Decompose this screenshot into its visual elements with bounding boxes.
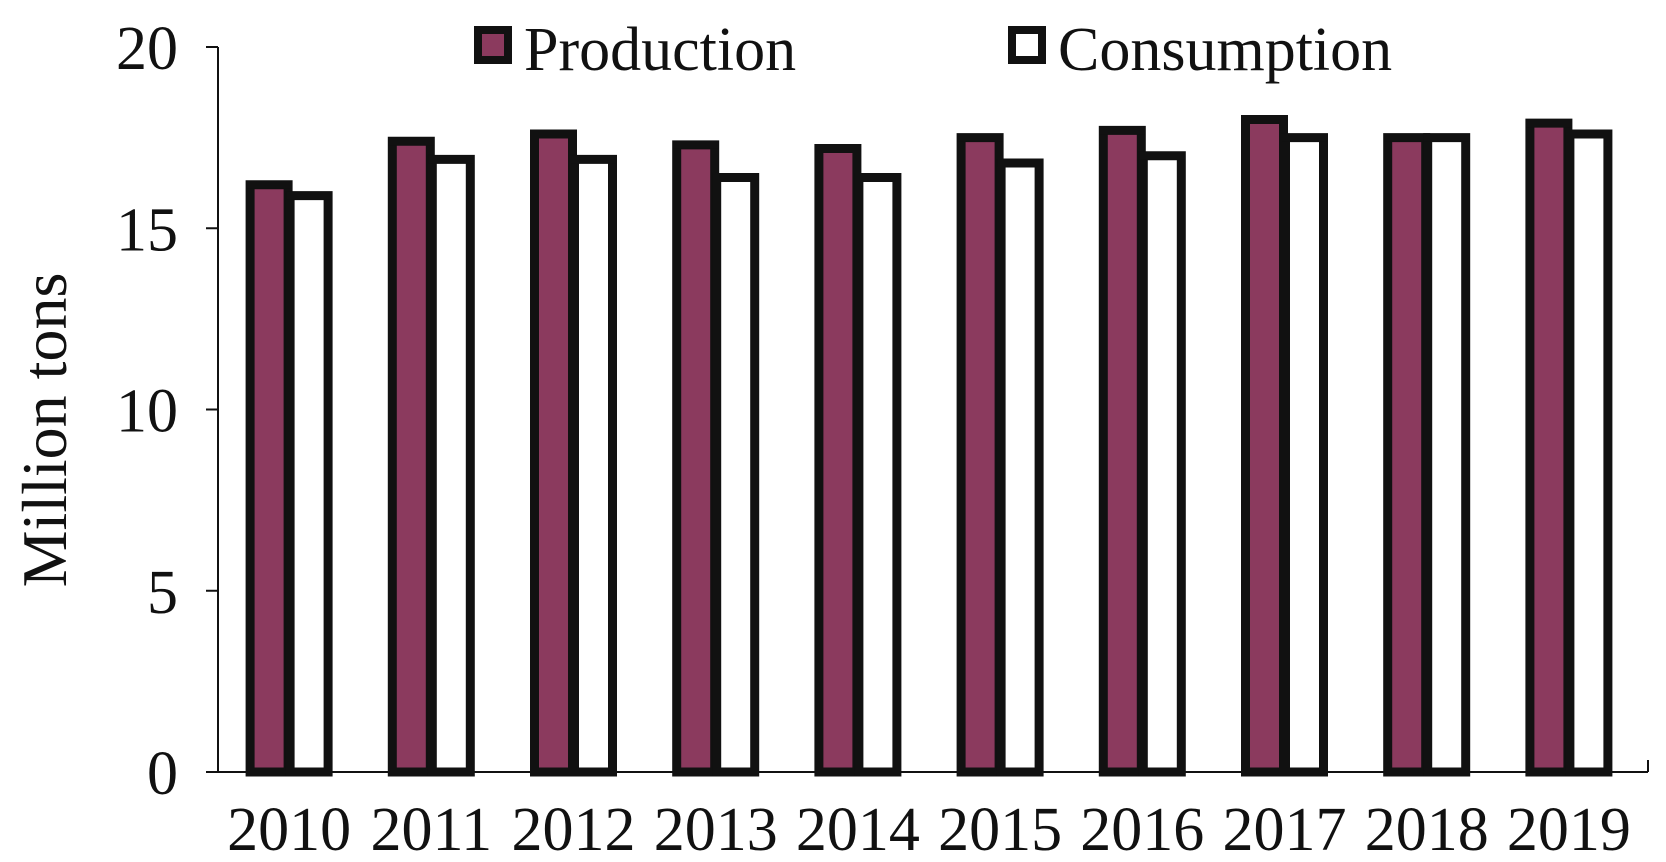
y-tick-label-5: 5 — [147, 559, 178, 627]
x-tick-label-2014: 2014 — [796, 796, 920, 862]
bar-production-2015 — [956, 133, 1004, 777]
bar-top-edge-consumption-2015 — [997, 159, 1044, 167]
y-tick-label-20: 20 — [116, 15, 178, 83]
bar-top-edge-consumption-2019 — [1565, 130, 1612, 138]
bar-top-edge-production-2011 — [388, 137, 435, 146]
bar-consumption-2012 — [570, 154, 617, 777]
bar-consumption-2013 — [712, 173, 760, 777]
bar-production-2014 — [814, 144, 862, 777]
bar-consumption-2015 — [996, 158, 1044, 777]
bar-consumption-2011 — [427, 154, 475, 777]
bar-top-edge-production-2013 — [672, 140, 719, 149]
legend-swatch-consumption — [1008, 26, 1046, 64]
bar-production-2018 — [1383, 133, 1431, 777]
bar-top-edge-production-2015 — [957, 133, 1004, 142]
bar-top-edge-consumption-2011 — [428, 155, 475, 164]
bar-production-2012 — [530, 129, 577, 777]
bar-top-edge-consumption-2014 — [854, 173, 901, 182]
bar-top-edge-production-2018 — [1383, 133, 1430, 142]
x-tick-label-2019: 2019 — [1507, 796, 1631, 862]
bar-consumption-2014 — [854, 173, 902, 777]
bar-consumption-2017 — [1281, 133, 1328, 777]
bar-top-edge-production-2017 — [1241, 115, 1288, 124]
bar-top-edge-consumption-2018 — [1423, 133, 1470, 142]
x-tick-label-2016: 2016 — [1080, 796, 1204, 862]
bar-top-edge-production-2019 — [1525, 119, 1572, 128]
bar-top-edge-consumption-2017 — [1281, 133, 1328, 142]
bar-top-edge-production-2016 — [1099, 126, 1146, 135]
bar-production-2016 — [1098, 125, 1146, 777]
y-tick-label-10: 10 — [116, 378, 178, 446]
x-tick-label-2011: 2011 — [370, 796, 492, 862]
bar-production-2017 — [1241, 115, 1288, 777]
legend-label-production: Production — [524, 16, 796, 84]
x-tick-label-2013: 2013 — [654, 796, 778, 862]
bar-top-edge-consumption-2010 — [286, 191, 333, 200]
x-tick-label-2010: 2010 — [227, 796, 351, 862]
bars-group — [245, 115, 1613, 777]
bar-consumption-2019 — [1565, 129, 1613, 777]
x-tick-label-2017: 2017 — [1223, 796, 1347, 862]
bar-top-edge-production-2012 — [530, 130, 577, 138]
bar-top-edge-consumption-2016 — [1139, 151, 1186, 160]
x-tick-label-2012: 2012 — [512, 796, 636, 862]
bar-production-2010 — [245, 180, 293, 777]
bar-consumption-2018 — [1423, 133, 1471, 777]
legend: Production Consumption — [474, 16, 1392, 84]
bar-production-2019 — [1525, 118, 1573, 777]
x-tick-label-2018: 2018 — [1365, 796, 1489, 862]
bar-top-edge-production-2010 — [246, 180, 293, 189]
bar-top-edge-consumption-2013 — [712, 173, 759, 182]
bar-production-2013 — [672, 140, 720, 777]
y-axis-label: Million tons — [9, 273, 80, 588]
bar-consumption-2010 — [285, 191, 333, 777]
legend-swatch-production — [474, 26, 512, 64]
bar-top-edge-production-2014 — [814, 144, 861, 153]
ticks-group: 0 5 10 15 20 2010 2011 2012 2013 2014 2015 2016 2017… — [116, 15, 1631, 862]
y-tick-label-0: 0 — [147, 740, 178, 808]
bar-consumption-2016 — [1138, 151, 1186, 777]
x-tick-label-2015: 2015 — [938, 796, 1062, 862]
legend-label-consumption: Consumption — [1058, 16, 1392, 84]
bar-production-2011 — [387, 136, 435, 777]
bar-top-edge-consumption-2012 — [570, 155, 617, 164]
y-tick-label-15: 15 — [116, 196, 178, 264]
